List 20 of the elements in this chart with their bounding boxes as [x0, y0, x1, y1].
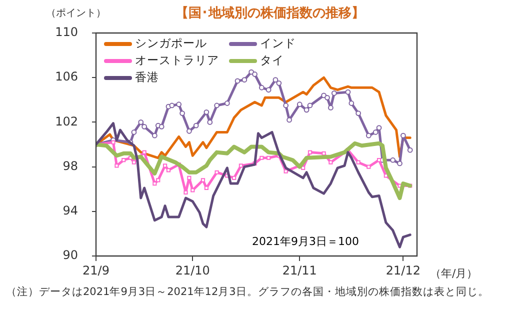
y-tick-label: 110	[55, 25, 78, 40]
x-tick-label: 21/9	[82, 263, 110, 278]
y-tick-label: 98	[62, 158, 78, 173]
legend-label: 香港	[135, 70, 159, 85]
annotation: 2021年9月3日＝100	[252, 234, 359, 249]
chart-title: 【国･地域別の株価指数の推移】	[174, 5, 366, 22]
x-tick-label: 21/12	[386, 263, 420, 278]
text: （注）データは2021年9月3日～2021年12月3日。グラフの各国・地域別の株価指数は表と同じ。	[6, 285, 489, 300]
legend-label: オーストラリア	[135, 53, 219, 68]
y-tick-label: 94	[62, 204, 78, 218]
x-axis-title: （年/月）	[430, 266, 478, 281]
y-axis-title: （ポイント）	[46, 7, 106, 20]
legend-label: タイ	[260, 53, 284, 68]
legend-label: インド	[260, 36, 296, 51]
y-tick-label: 106	[55, 70, 78, 84]
y-tick-label: 102	[55, 114, 78, 128]
y-tick-label: 90	[62, 248, 78, 262]
legend-label: シンガポール	[135, 36, 207, 51]
x-tick-label: 21/11	[282, 263, 317, 278]
x-tick-label: 21/10	[175, 263, 210, 278]
